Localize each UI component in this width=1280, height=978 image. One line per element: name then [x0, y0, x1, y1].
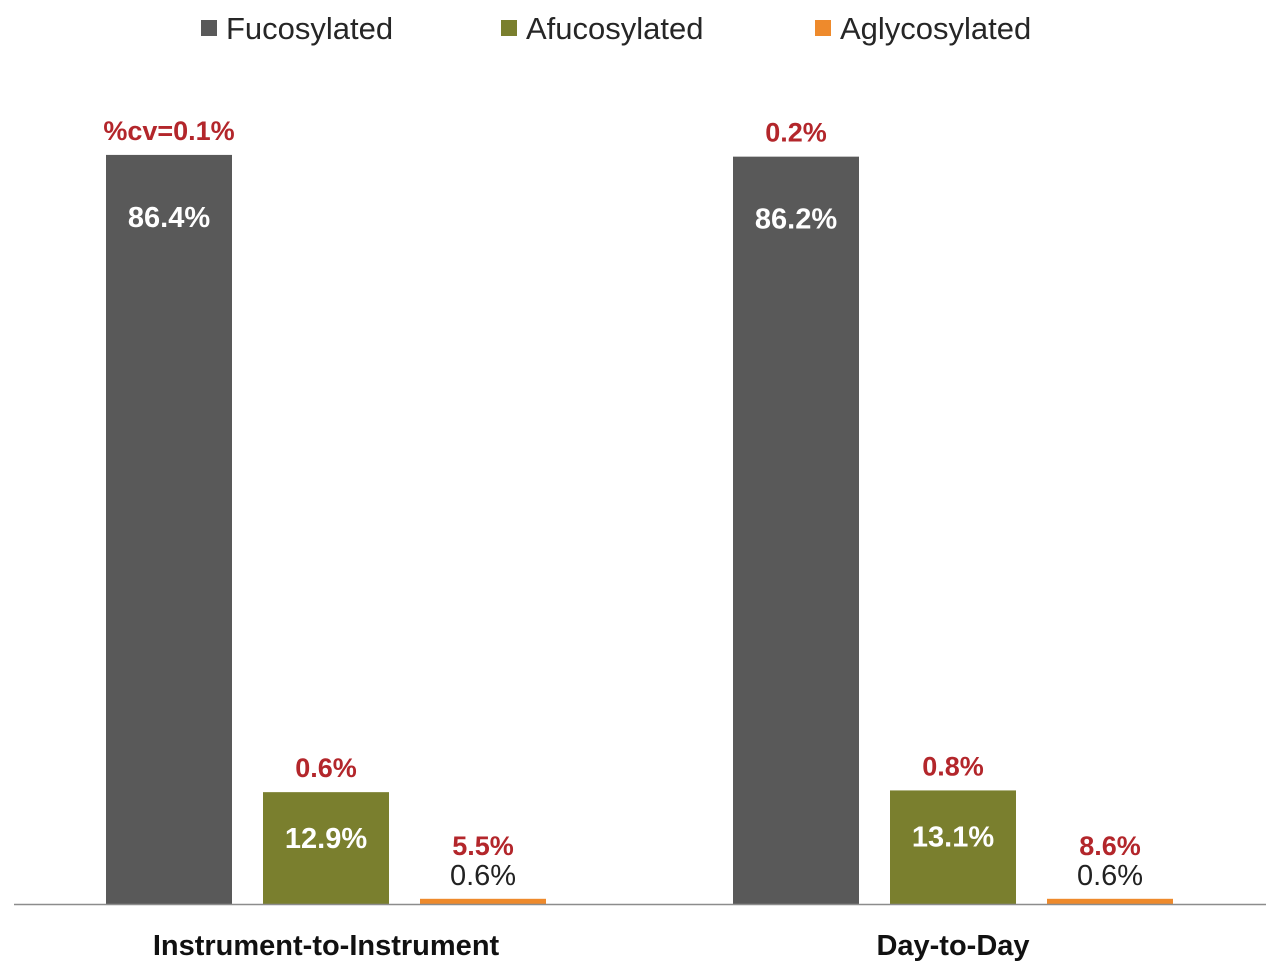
value-label-aglycosylated-day: 0.6%: [1077, 860, 1143, 892]
cv-label-fucosylated-instrument: %cv=0.1%: [103, 116, 234, 146]
cv-label-afucosylated-instrument: 0.6%: [295, 753, 357, 783]
category-label-day: Day-to-Day: [876, 930, 1029, 962]
data-label-group: 86.4%%cv=0.1%12.9%0.6%0.6%5.5%86.2%0.2%1…: [103, 116, 1143, 892]
cv-label-afucosylated-day: 0.8%: [922, 751, 984, 781]
category-label-instrument: Instrument-to-Instrument: [153, 930, 500, 962]
bar-fucosylated-day: [733, 156, 859, 904]
legend-label-fucosylated: Fucosylated: [226, 11, 393, 46]
bar-afucosylated-instrument: [263, 792, 389, 904]
cv-label-fucosylated-day: 0.2%: [765, 118, 827, 148]
legend-label-afucosylated: Afucosylated: [526, 11, 704, 46]
category-label-group: Instrument-to-Instrument Day-to-Day: [153, 930, 1030, 962]
cv-label-aglycosylated-day: 8.6%: [1079, 831, 1141, 861]
legend-swatch-fucosylated: [201, 20, 217, 36]
bar-aglycosylated-instrument: [420, 898, 546, 904]
bar-aglycosylated-day: [1047, 898, 1173, 904]
legend-label-aglycosylated: Aglycosylated: [840, 11, 1031, 46]
value-label-fucosylated-day: 86.2%: [755, 204, 837, 236]
bar-fucosylated-instrument: [106, 154, 232, 905]
cv-label-aglycosylated-instrument: 5.5%: [452, 831, 514, 861]
value-label-afucosylated-day: 13.1%: [912, 821, 994, 853]
bar-afucosylated-day: [890, 790, 1016, 904]
legend-swatch-aglycosylated: [815, 20, 831, 36]
value-label-aglycosylated-instrument: 0.6%: [450, 860, 516, 892]
legend: Fucosylated Afucosylated Aglycosylated: [201, 11, 1031, 46]
value-label-afucosylated-instrument: 12.9%: [285, 823, 367, 855]
value-label-fucosylated-instrument: 86.4%: [128, 202, 210, 234]
legend-swatch-afucosylated: [501, 20, 517, 36]
bar-series-group: [106, 154, 1173, 905]
